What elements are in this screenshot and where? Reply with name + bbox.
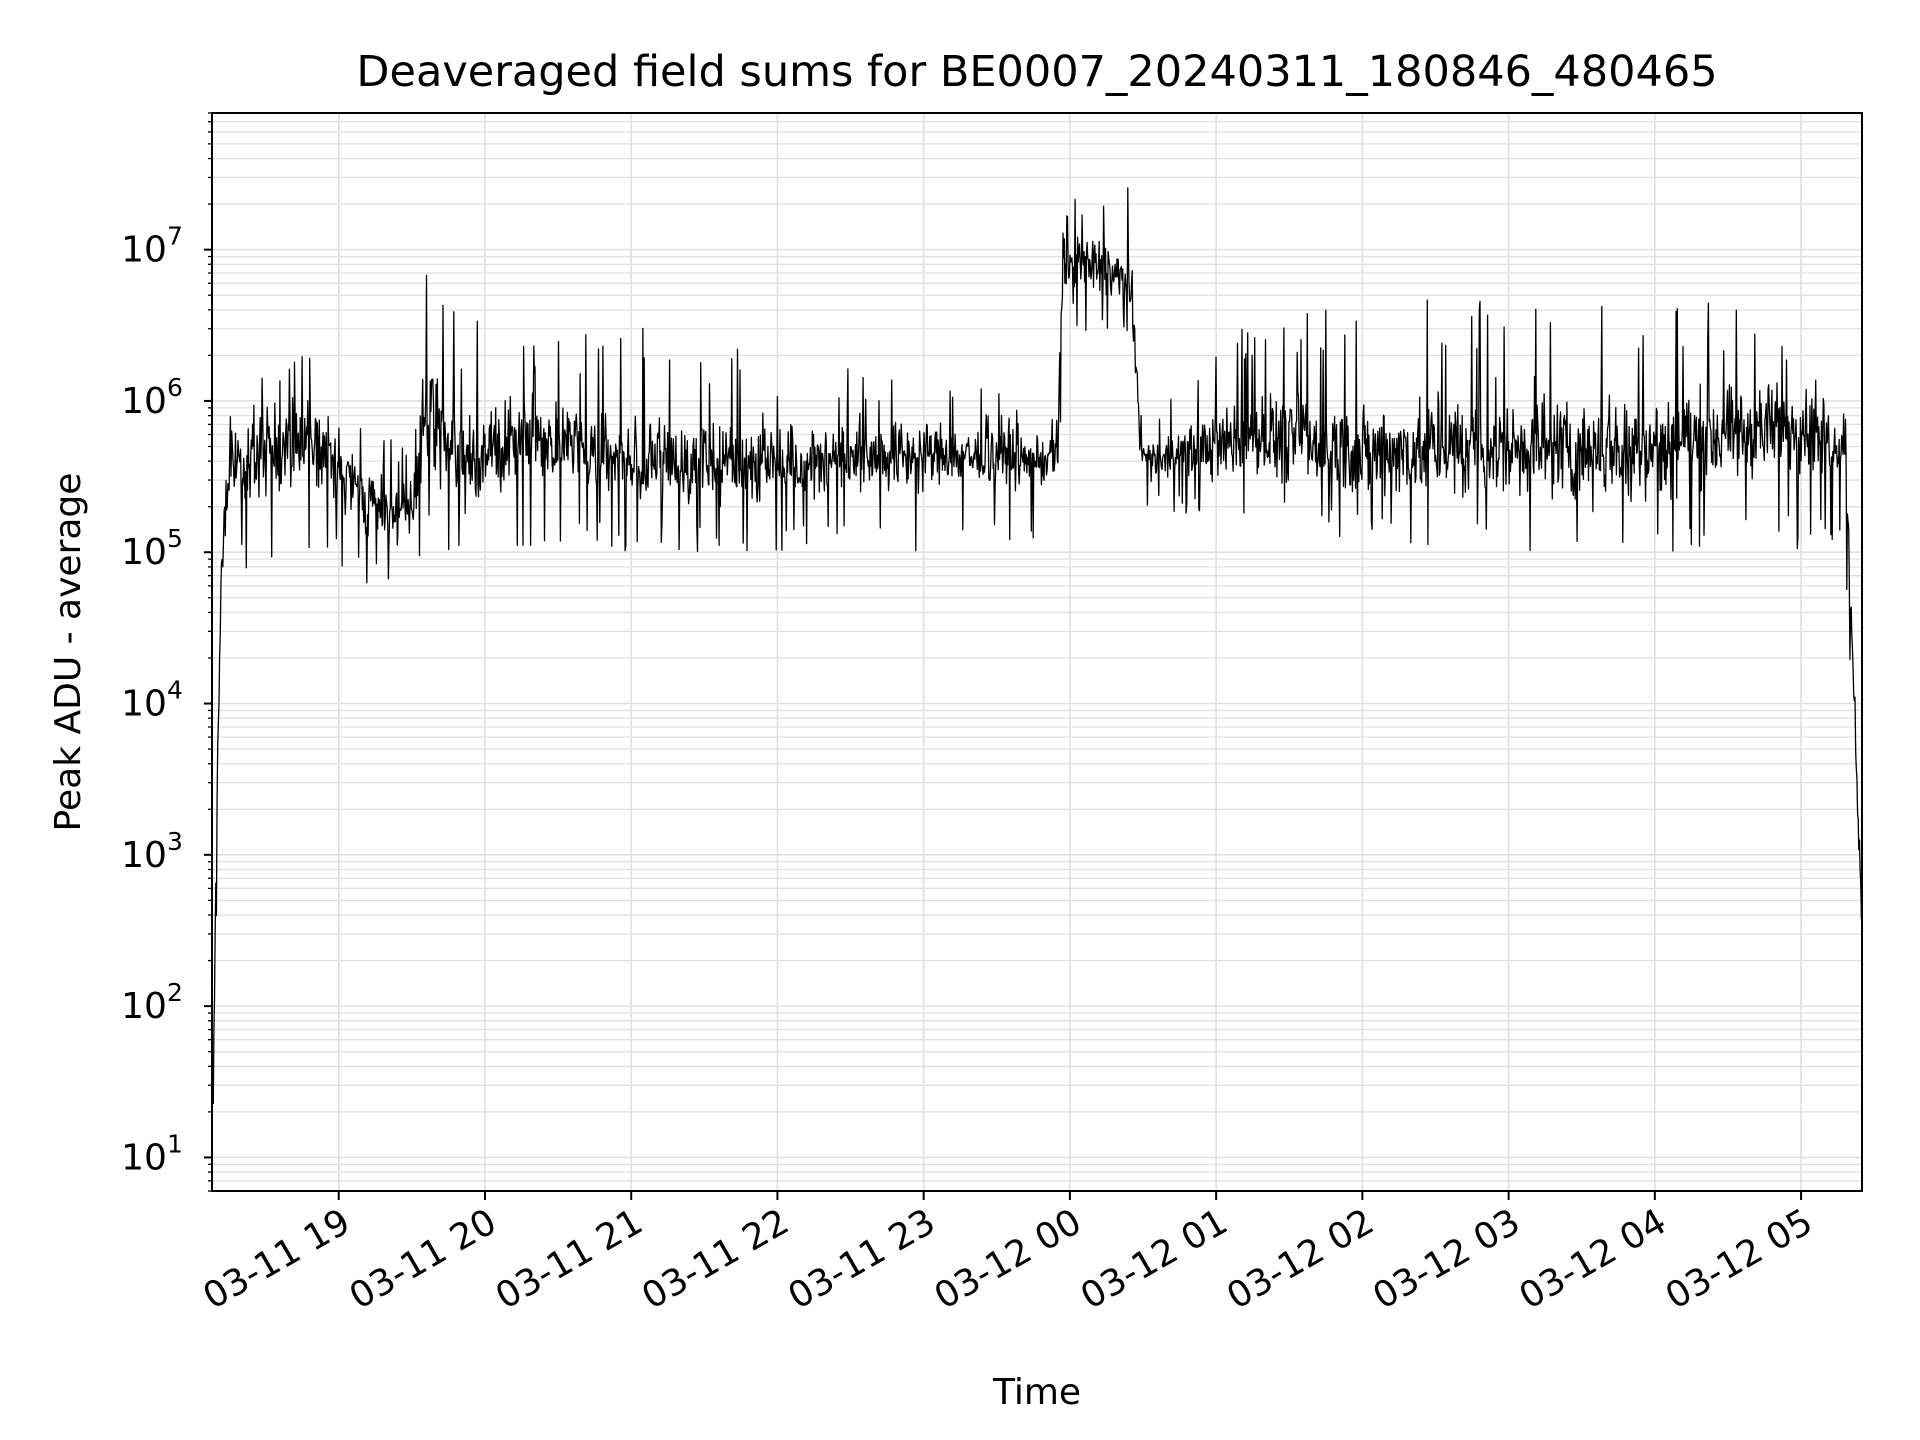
y-tick-label: 103 (121, 827, 183, 876)
y-tick-label: 107 (121, 222, 183, 271)
y-tick-label: 105 (121, 524, 183, 573)
grid (212, 112, 1862, 1192)
y-tick-label: 106 (121, 373, 183, 422)
chart-title: Deaveraged field sums for BE0007_2024031… (356, 47, 1717, 97)
x-axis-label: Time (992, 1372, 1081, 1413)
y-tick-label: 101 (121, 1129, 183, 1178)
y-tick-label: 102 (121, 978, 183, 1027)
plot-frame (211, 112, 1863, 1192)
series-group (211, 187, 1863, 1141)
y-axis: 101 102 103 104 105 106 107 (121, 112, 212, 1192)
y-tick-label: 104 (121, 676, 183, 725)
series-line (211, 187, 1863, 1141)
y-axis-label: Peak ADU - average (48, 473, 89, 832)
